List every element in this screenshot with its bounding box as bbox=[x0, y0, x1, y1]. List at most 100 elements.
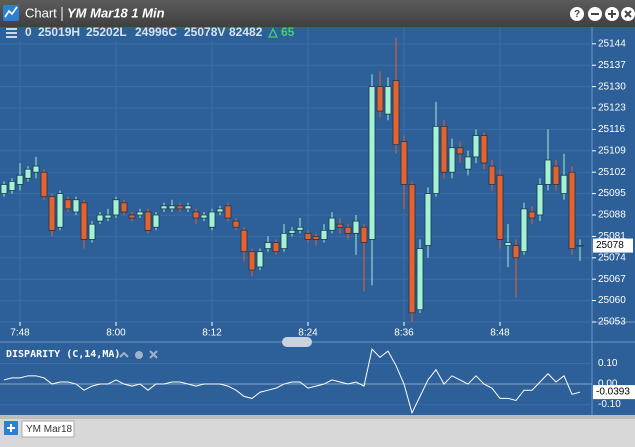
x-tick-label: 8:12 bbox=[202, 328, 222, 339]
candle-body bbox=[176, 205, 184, 210]
app-icon-glyph bbox=[4, 6, 18, 18]
candle-body bbox=[184, 205, 192, 210]
candle-body bbox=[456, 147, 464, 155]
indicator-close-icon[interactable] bbox=[149, 350, 158, 359]
indicator-title: DISPARITY (C,14,MA) bbox=[6, 349, 120, 360]
window-title: Chart bbox=[25, 5, 57, 20]
candle-body bbox=[16, 174, 24, 185]
y-tick-label: 25088 bbox=[598, 210, 626, 221]
candle-body bbox=[384, 86, 392, 115]
indicator-value-box bbox=[593, 385, 635, 400]
x-tick-label: 8:36 bbox=[394, 328, 414, 339]
help-glyph: ? bbox=[574, 9, 580, 20]
candle-body bbox=[96, 214, 104, 222]
y-tick-label: 25137 bbox=[598, 60, 626, 71]
candle-body bbox=[0, 184, 8, 195]
y-tick-label: 25130 bbox=[598, 81, 626, 92]
y-tick-label: 25074 bbox=[598, 252, 626, 263]
menu-icon[interactable] bbox=[6, 28, 17, 38]
candle-body bbox=[264, 242, 272, 250]
symbol-tab[interactable] bbox=[21, 420, 75, 438]
y-tick-label: 25081 bbox=[598, 231, 626, 242]
candle-body bbox=[528, 211, 536, 219]
readout-field: 0 bbox=[25, 25, 32, 39]
candle-body bbox=[8, 180, 16, 191]
candle-body bbox=[464, 156, 472, 170]
indicator-tick-label: 0.00 bbox=[598, 379, 618, 390]
candle-body bbox=[32, 165, 40, 173]
candle-body bbox=[104, 214, 112, 219]
y-tick-label: 25116 bbox=[598, 124, 626, 135]
candle-body bbox=[200, 214, 208, 219]
readout-field: 25202L bbox=[86, 25, 127, 39]
window-controls[interactable]: ? bbox=[570, 7, 635, 21]
indicator-settings-icon[interactable] bbox=[135, 351, 143, 359]
readout-field: 82482 bbox=[229, 25, 263, 39]
candle-body bbox=[336, 223, 344, 228]
candle-body bbox=[160, 205, 168, 210]
footer bbox=[0, 415, 635, 447]
close-glyph bbox=[624, 10, 632, 18]
candle-body bbox=[288, 229, 296, 234]
indicator-up-icon[interactable] bbox=[119, 351, 129, 358]
candle-body bbox=[344, 226, 352, 234]
y-tick-label: 25102 bbox=[598, 167, 626, 178]
candle-body bbox=[520, 208, 528, 253]
panel-resize-handle[interactable] bbox=[282, 337, 312, 347]
candle-body bbox=[360, 226, 368, 243]
candle-body bbox=[120, 202, 128, 213]
candle-body bbox=[240, 229, 248, 253]
y-tick-label: 25067 bbox=[598, 274, 626, 285]
candle-body bbox=[256, 251, 264, 268]
grid bbox=[0, 27, 592, 323]
candle-body bbox=[320, 229, 328, 240]
x-tick-label: 7:48 bbox=[10, 328, 30, 339]
readout-field: 24996C bbox=[135, 25, 177, 39]
readout-field: 25019H bbox=[38, 25, 80, 39]
last-price-box bbox=[593, 238, 633, 253]
candle-body bbox=[440, 125, 448, 173]
indicator-value-label: -0.0393 bbox=[596, 387, 630, 398]
symbol-title: YM Mar18 1 Min bbox=[67, 5, 165, 20]
y-tick-label: 25060 bbox=[598, 295, 626, 306]
indicator-tick-label: 0.10 bbox=[598, 358, 618, 369]
candle-body bbox=[80, 202, 88, 240]
candle-body bbox=[480, 135, 488, 164]
candle-body bbox=[280, 232, 288, 250]
x-tick-label: 8:24 bbox=[298, 328, 318, 339]
candle-body bbox=[552, 165, 560, 185]
candle-body bbox=[544, 159, 552, 185]
candle-body bbox=[296, 226, 304, 231]
candle-body bbox=[352, 220, 360, 234]
candle-body bbox=[472, 135, 480, 158]
candle-body bbox=[48, 196, 56, 231]
candle-body bbox=[392, 80, 400, 146]
footer-edge bbox=[0, 415, 635, 419]
candle-body bbox=[576, 245, 584, 247]
candle-body bbox=[448, 147, 456, 173]
plot-background bbox=[0, 27, 635, 415]
candle-body bbox=[232, 220, 240, 228]
candle-body bbox=[400, 141, 408, 185]
candle-body bbox=[208, 211, 216, 228]
readout-field: 25078V bbox=[184, 25, 225, 39]
candle-body bbox=[560, 174, 568, 195]
last-price-label: 25078 bbox=[596, 240, 624, 251]
help-button[interactable] bbox=[570, 7, 584, 21]
candle-body bbox=[408, 184, 416, 314]
candle-body bbox=[216, 208, 224, 213]
candle-body bbox=[144, 211, 152, 231]
readout-bg bbox=[0, 27, 300, 41]
x-tick-label: 8:00 bbox=[106, 328, 126, 339]
candle-body bbox=[512, 245, 520, 259]
candle-body bbox=[224, 205, 232, 219]
candle-body bbox=[168, 205, 176, 210]
candle-body bbox=[56, 193, 64, 228]
candle-body bbox=[496, 174, 504, 240]
candle-body bbox=[304, 232, 312, 240]
candle-body bbox=[416, 248, 424, 311]
candles bbox=[0, 37, 584, 322]
indicator-tick-label: -0.10 bbox=[598, 399, 621, 410]
title-bar bbox=[0, 0, 635, 27]
